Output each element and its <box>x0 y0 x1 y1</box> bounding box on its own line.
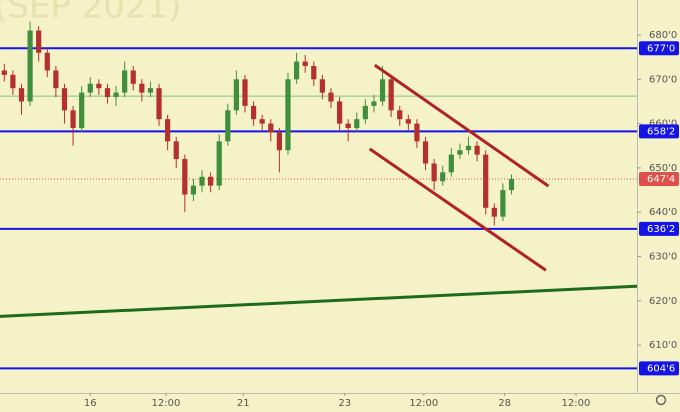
candle-body <box>448 154 454 173</box>
level-tag <box>639 361 679 376</box>
candle-body <box>302 61 308 67</box>
candle-body <box>199 176 205 186</box>
candle-body <box>414 123 420 142</box>
candle-body <box>328 92 334 102</box>
candle-body <box>233 79 240 111</box>
candle-body <box>165 119 171 142</box>
candle-body <box>465 145 472 151</box>
y-tick-label: 650'0 <box>649 163 677 174</box>
candle-body <box>276 132 282 151</box>
candle-body <box>87 83 93 93</box>
candle-body <box>104 88 111 98</box>
level-label: 636'2 <box>647 224 675 235</box>
level-label: 677'0 <box>647 43 675 54</box>
x-tick-label: 23 <box>338 398 351 409</box>
candle-body <box>362 105 368 120</box>
candle-body <box>79 92 85 129</box>
candle-body <box>44 52 50 71</box>
candle-body <box>147 88 154 93</box>
candle-body <box>268 123 274 133</box>
x-tick-label: 21 <box>237 398 250 409</box>
candle-body <box>173 141 179 160</box>
trend-line <box>368 147 547 272</box>
x-tick-label: 12:00 <box>151 398 180 409</box>
trend-line <box>0 284 638 318</box>
candle-body <box>500 190 506 217</box>
y-tick-label: 630'0 <box>649 252 677 263</box>
candle-body <box>96 83 102 89</box>
candle-body <box>1 70 7 75</box>
candle-body <box>379 79 386 102</box>
candle-body <box>139 83 145 93</box>
x-tick-label: 16 <box>84 398 97 409</box>
candle-body <box>130 70 136 84</box>
candle-body <box>431 163 437 182</box>
candle-body <box>259 119 265 124</box>
current-price-label: 647'4 <box>647 174 675 185</box>
current-price-tag <box>639 171 679 186</box>
x-tick-label: 28 <box>498 398 511 409</box>
candle-body <box>225 110 231 142</box>
level-label: 658'2 <box>647 126 675 137</box>
y-tick-label: 680'0 <box>649 30 677 41</box>
candle-body <box>345 123 351 129</box>
candle-body <box>250 105 257 120</box>
watermark: (SEP 2021) <box>0 0 181 27</box>
candle-body <box>483 154 489 208</box>
candle-body <box>319 79 325 93</box>
candle-body <box>10 74 16 89</box>
level-tag <box>639 221 679 236</box>
candle-body <box>216 141 222 186</box>
candle-body <box>70 110 76 129</box>
candle-body <box>182 159 188 195</box>
candle-body <box>122 70 128 93</box>
y-tick-label: 610'0 <box>649 340 677 351</box>
candle-body <box>491 207 497 217</box>
candle-body <box>156 88 162 120</box>
candle-body <box>371 101 377 106</box>
candle-body <box>285 79 291 151</box>
candle-body <box>397 110 403 120</box>
candle-body <box>422 141 429 164</box>
x-tick-label: 12:00 <box>562 398 591 409</box>
candle-body <box>113 92 119 98</box>
candle-body <box>474 145 480 155</box>
candle-body <box>53 70 59 89</box>
candle-body <box>61 88 68 111</box>
candle-body <box>27 30 33 102</box>
candle-body <box>440 172 446 182</box>
settings-icon[interactable] <box>655 394 667 406</box>
candle-body <box>354 119 360 129</box>
y-tick-label: 620'0 <box>649 296 677 307</box>
candle-body <box>457 150 463 155</box>
y-tick-label: 660'0 <box>649 119 677 130</box>
candle-body <box>388 79 394 111</box>
candle-body <box>336 101 343 124</box>
y-tick-label: 640'0 <box>649 207 677 218</box>
candle-body <box>293 61 300 80</box>
trend-line <box>373 63 550 188</box>
level-tag <box>639 41 679 56</box>
candle-body <box>242 79 248 106</box>
candle-body <box>405 119 411 124</box>
x-tick-label: 12:00 <box>409 398 438 409</box>
candle-body <box>18 88 25 102</box>
candle-body <box>508 178 515 191</box>
level-tag <box>639 124 679 139</box>
candle-body <box>208 176 214 186</box>
candle-body <box>190 185 197 195</box>
candle-body <box>36 30 42 53</box>
y-tick-label: 670'0 <box>649 74 677 85</box>
candle-body <box>311 66 317 80</box>
level-label: 604'6 <box>647 363 675 374</box>
